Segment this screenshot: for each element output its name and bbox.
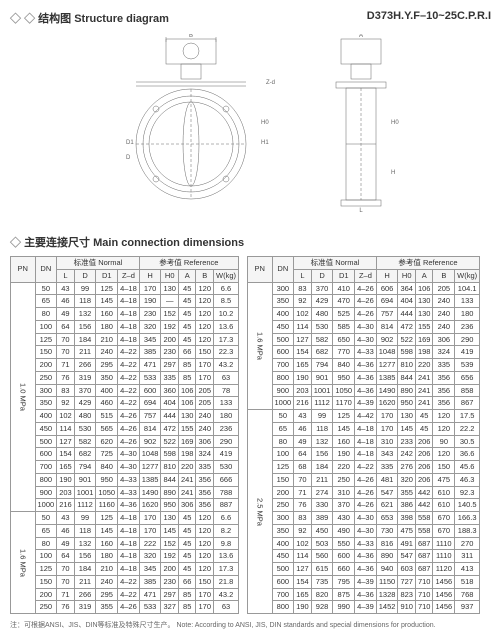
table-row: 8001909019504–331385844241356666 [11,473,239,486]
table-row: 7001657948404–301277810220335530 [11,461,239,474]
svg-text:Z-d: Z-d [266,80,275,86]
table-row: 6001546827254–301048598198324419 [11,448,239,461]
table-row: 1.0 MPa5043991254–18170130451206.6 [11,282,239,295]
table-row: 5001275826204–26902522169306290 [11,435,239,448]
svg-text:H0: H0 [261,120,269,126]
table-row: 65461181454–18190—451208.5 [11,295,239,308]
table-row: 250763193504–225333358517063 [11,371,239,384]
table-row: 4001024805254–26757444130240180 [248,308,480,321]
table-row: 350924294704–26694404130240133 [248,295,480,308]
product-code: D373H.Y.F–10~25C.P.R.I [367,10,491,26]
table-row: 1000216111211604–361620950306356887 [11,499,239,512]
table-row: 200712662954–224712978517043.2 [11,588,239,601]
table-row: 4001025035504–338164916871110270 [248,537,480,550]
table-row: 65461181454–181701454512022.2 [248,422,480,435]
table-row: 7001657948404–361277810220335539 [248,359,480,372]
table-row: 5001276156604–369406036871120413 [248,563,480,576]
table-row: 100641561804–183201924512013.6 [11,320,239,333]
table-row: 80491321604–182301524512010.2 [11,308,239,321]
structure-diagram: B Z-d D1 D H1 H0 A H0 H L [10,34,491,219]
table-row: 6001547357954–3911507277101456518 [248,575,480,588]
svg-text:H: H [391,170,395,176]
table-row: 150702112404–223852306615022.3 [11,346,239,359]
table-row: 6001546827704–331048598198324419 [248,346,480,359]
svg-text:H0: H0 [391,120,399,126]
table-row: 900203100110504–331490890241356788 [11,486,239,499]
table-row: 4001024805154–26757444130240180 [11,410,239,423]
svg-text:B: B [188,34,192,39]
table-row: 1000216111211704–391620950241356867 [248,397,480,410]
svg-text:D1: D1 [126,140,134,146]
title-cn: 结构图 [24,13,71,25]
table-row: 4501145606004–368905476871110311 [248,550,480,563]
table-row: 350924294604–22694404106205133 [11,397,239,410]
table-row: 300833704004–2260036010620578 [11,384,239,397]
table-row: 125701842104–183452004512017.3 [11,333,239,346]
table-row: 300833894304–30653398558670166.3 [248,512,480,525]
title-en: Structure diagram [74,13,169,25]
table-row: 80491321604–18222152451209.8 [11,537,239,550]
table-row: 250763303704–26621386442610140.5 [248,499,480,512]
table-row: 350924504904–30730475558670188.3 [248,524,480,537]
table-row: 125681842204–2233527620615045.6 [248,461,480,474]
footnote: 注：可根据ANSI、JIS、DIN等标准及特殊尺寸生产。 Note: Accor… [10,620,491,630]
dimensions-table-1: PNDN 标准值 Normal 参考值 Reference LDD1Z–dHH0… [10,256,239,614]
svg-text:A: A [358,34,362,39]
table-row: 8001909289904–3914529107101456937 [248,601,480,614]
table-row: 150702112404–223852306615021.8 [11,575,239,588]
table-row: 8001909019504–361385844241356656 [248,371,480,384]
table-row: 2.5 MPa5043991254–421701304512017.5 [248,410,480,423]
table-row: 100641561904–1834324220612036.6 [248,448,480,461]
svg-text:L: L [359,208,363,214]
table-row: 250763193554–265333278517063 [11,601,239,614]
table-row: 900203100110504–361490890241356858 [248,384,480,397]
table-row: 7001658208754–3613288237101456768 [248,588,480,601]
table-row: 200712743104–2654735544261092.3 [248,486,480,499]
table-row: 5001275826504–30902522169306290 [248,333,480,346]
table-row: 80491321604–183102332069030.5 [248,435,480,448]
table-row: 1.6 MPa5043991254–18170130451206.6 [11,512,239,525]
table-row: 125701842104–183452004512017.3 [11,563,239,576]
table-row: 200712662954–224712978517043.2 [11,359,239,372]
dimensions-table-2: PNDN 标准值 Normal 参考值 Reference LDD1Z–dHH0… [247,256,480,614]
table-row: 65461181454–18170145451208.2 [11,524,239,537]
table-row: 1.6 MPa300833704104–26606364106205104.1 [248,282,480,295]
table-row: 4501145305854–30814472155240236 [248,320,480,333]
section2-cn: 主要连接尺寸 [24,237,90,249]
table-row: 4501145305654–26814472155240236 [11,422,239,435]
svg-text:H1: H1 [261,140,269,146]
table-row: 100641561804–183201924512013.6 [11,550,239,563]
table-row: 150702112504–2648132020647546.3 [248,473,480,486]
svg-text:D: D [126,155,131,161]
section2-en: Main connection dimensions [93,237,244,249]
